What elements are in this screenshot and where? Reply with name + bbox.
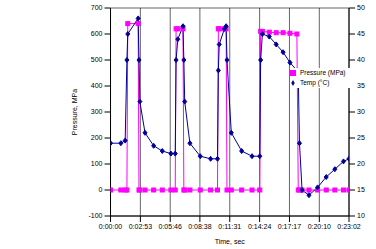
svg-text:10: 10 [357, 212, 365, 219]
svg-text:0:17:17: 0:17:17 [278, 223, 301, 230]
svg-text:30: 30 [357, 108, 365, 115]
svg-text:600: 600 [91, 30, 103, 37]
svg-text:0:08:38: 0:08:38 [188, 223, 211, 230]
html-text:Temp (°C): Temp (°C) [300, 79, 330, 86]
svg-text:0:20:10: 0:20:10 [308, 223, 331, 230]
svg-text:0:14:24: 0:14:24 [248, 223, 271, 230]
svg-text:300: 300 [91, 108, 103, 115]
html-text:Pressure (MPa): Pressure (MPa) [300, 69, 346, 76]
svg-text:0:23:02: 0:23:02 [337, 223, 360, 230]
svg-text:100: 100 [91, 160, 103, 167]
svg-text:15: 15 [357, 186, 365, 193]
svg-text:40: 40 [357, 56, 365, 63]
svg-text:20: 20 [357, 160, 365, 167]
svg-text:400: 400 [91, 82, 103, 89]
svg-text:-100: -100 [89, 212, 103, 219]
svg-text:0:00:00: 0:00:00 [99, 223, 122, 230]
svg-text:0:02:53: 0:02:53 [129, 223, 152, 230]
svg-text:0:05:46: 0:05:46 [159, 223, 182, 230]
svg-text:700: 700 [91, 4, 103, 11]
svg-text:200: 200 [91, 134, 103, 141]
svg-text:0: 0 [99, 186, 103, 193]
svg-text:25: 25 [357, 134, 365, 141]
svg-text:50: 50 [357, 4, 365, 11]
svg-text:0:11:31: 0:11:31 [218, 223, 241, 230]
svg-text:Time, sec: Time, sec [215, 238, 246, 245]
svg-text:Pressure, MPa: Pressure, MPa [71, 89, 78, 135]
svg-text:500: 500 [91, 56, 103, 63]
svg-text:35: 35 [357, 82, 365, 89]
svg-text:45: 45 [357, 30, 365, 37]
